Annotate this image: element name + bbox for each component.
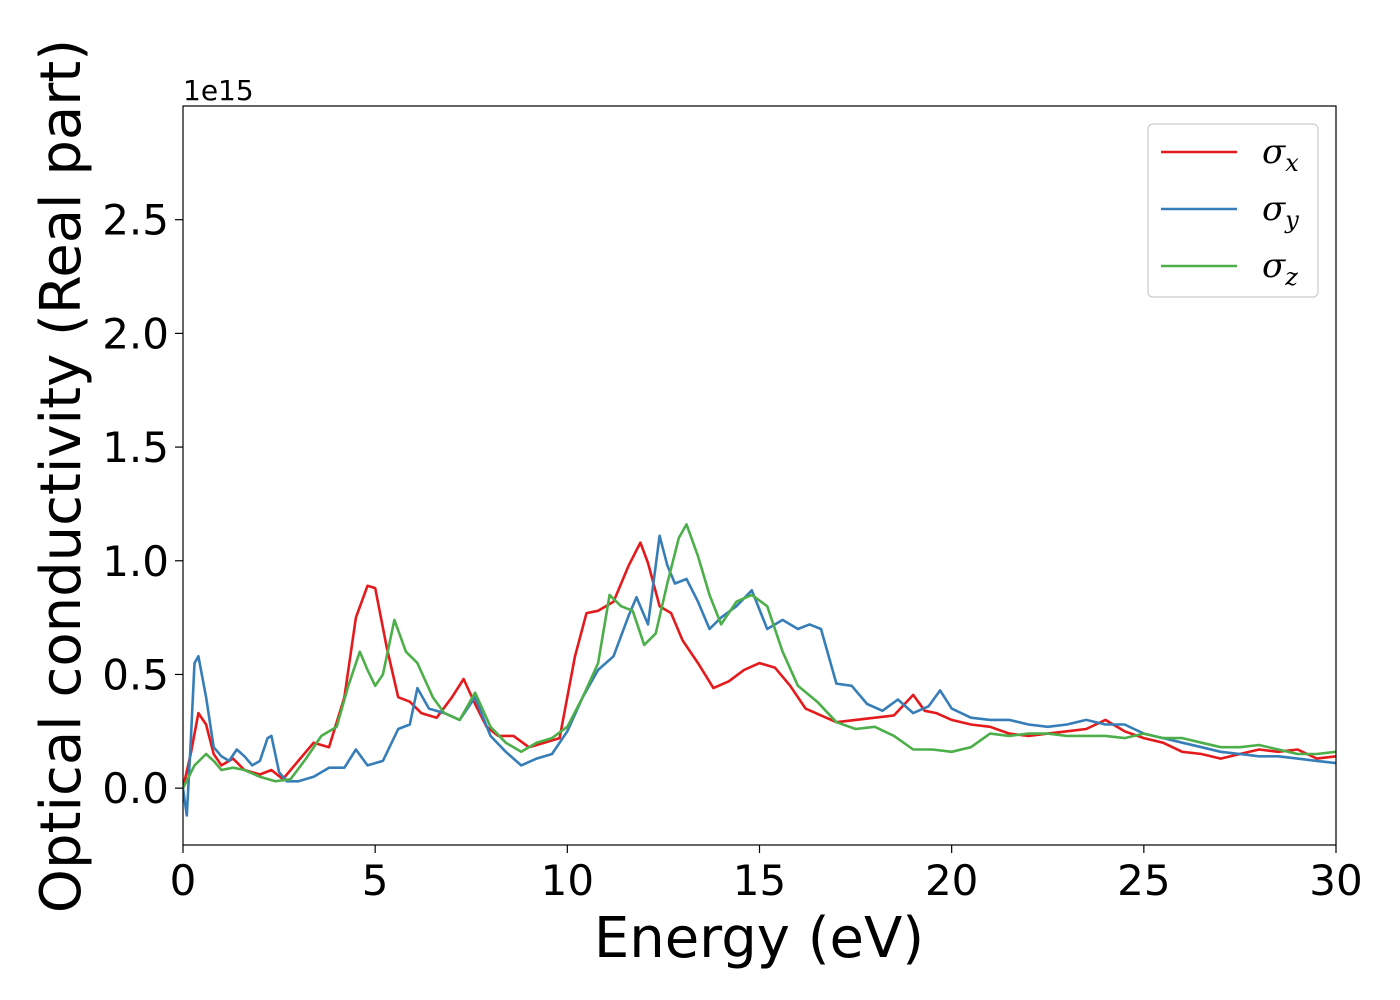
legend-label-y: σy xyxy=(1262,189,1299,234)
x-tick-label: 5 xyxy=(362,856,389,905)
series-line-y xyxy=(183,534,1336,817)
x-axis-title: Energy (eV) xyxy=(594,906,924,971)
y-tick-label: 2.0 xyxy=(102,309,169,358)
series-line-z xyxy=(183,523,1336,790)
x-tick-label: 10 xyxy=(541,856,594,905)
y-tick-label: 2.5 xyxy=(102,196,169,245)
y-tick-label: 0.5 xyxy=(102,650,169,699)
x-axis: 0 5 10 15 20 25 30 xyxy=(170,845,1363,905)
series-line-x xyxy=(183,541,1336,790)
x-tick-label: 25 xyxy=(1117,856,1170,905)
y-tick-label: 0.0 xyxy=(102,764,169,813)
y-tick-label: 1.0 xyxy=(102,537,169,586)
x-tick-label: 20 xyxy=(925,856,978,905)
x-tick-label: 0 xyxy=(170,856,197,905)
plot-area xyxy=(183,523,1336,817)
y-axis: 0.0 0.5 1.0 1.5 2.0 2.5 xyxy=(102,196,183,813)
x-tick-label: 30 xyxy=(1309,856,1362,905)
y-tick-label: 1.5 xyxy=(102,423,169,472)
y-offset-label: 1e15 xyxy=(183,74,254,107)
legend: σx σy σz xyxy=(1147,123,1319,298)
legend-label-x: σx xyxy=(1262,132,1299,177)
x-tick-label: 15 xyxy=(733,856,786,905)
legend-box xyxy=(1147,123,1319,298)
legend-label-z: σz xyxy=(1262,246,1298,291)
y-axis-title: Optical conductivity (Real part) xyxy=(29,39,94,913)
